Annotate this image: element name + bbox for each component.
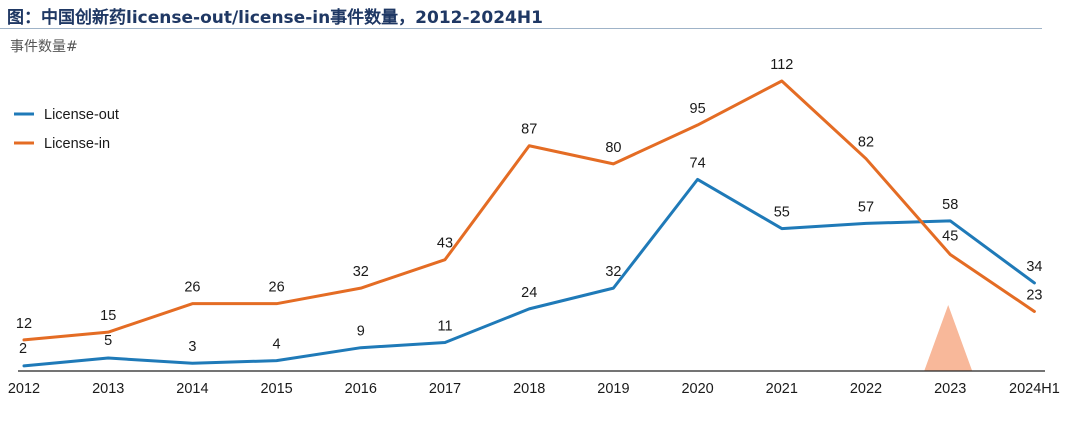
- x-tick-label: 2015: [260, 381, 292, 397]
- data-label-license-out: 58: [942, 197, 958, 213]
- x-tick-label: 2024H1: [1009, 381, 1060, 397]
- data-label-license-out: 4: [273, 337, 281, 353]
- data-label-license-in: 32: [353, 264, 369, 280]
- data-label-license-out: 9: [357, 324, 365, 340]
- x-tick-label: 2016: [345, 381, 377, 397]
- x-tick-label: 2014: [176, 381, 208, 397]
- x-tick-label: 2017: [429, 381, 461, 397]
- series-line-license-out: [22, 177, 1036, 368]
- data-label-license-in: 45: [942, 228, 958, 244]
- x-tick-label: 2023: [934, 381, 966, 397]
- legend: License-out License-in: [14, 107, 119, 152]
- data-label-license-out: 5: [104, 333, 112, 349]
- data-label-license-in: 80: [605, 140, 621, 156]
- data-label-license-in: 95: [690, 101, 706, 117]
- data-label-license-out: 3: [188, 339, 196, 355]
- series-layer: [22, 79, 1036, 368]
- data-label-license-in: 26: [184, 280, 200, 296]
- data-label-license-out: 34: [1026, 259, 1042, 275]
- legend-label-license-out: License-out: [44, 107, 119, 123]
- x-tick-label: 2018: [513, 381, 545, 397]
- unit-label: 事件数量#: [10, 39, 78, 55]
- data-label-license-in: 12: [16, 316, 32, 332]
- data-label-license-out: 74: [690, 155, 706, 171]
- x-tick-label: 2020: [681, 381, 713, 397]
- data-label-license-in: 15: [100, 308, 116, 324]
- title-divider: [0, 28, 1042, 29]
- x-axis: 2012 2013 2014 2015 2016 2017 2018 2019 2020 2021…: [8, 370, 1060, 397]
- data-label-license-out: 32: [605, 264, 621, 280]
- x-tick-label: 2013: [92, 381, 124, 397]
- data-label-license-in: 23: [1026, 287, 1042, 303]
- legend-label-license-in: License-in: [44, 136, 110, 152]
- x-tick-label: 2022: [850, 381, 882, 397]
- data-label-license-out: 2: [19, 341, 27, 357]
- data-label-license-out: 55: [774, 205, 790, 221]
- annotation-triangle-marker: [924, 305, 973, 371]
- series-line-license-in: [22, 79, 1036, 342]
- data-label-license-in: 26: [269, 280, 285, 296]
- data-label-license-in: 43: [437, 236, 453, 252]
- data-label-license-in: 112: [770, 57, 793, 73]
- x-tick-label: 2012: [8, 381, 40, 397]
- x-tick-label: 2021: [766, 381, 798, 397]
- data-label-license-out: 24: [521, 285, 537, 301]
- annotation-layer: [924, 305, 973, 371]
- x-tick-label: 2019: [597, 381, 629, 397]
- data-label-license-out: 11: [437, 319, 452, 335]
- data-label-license-in: 82: [858, 135, 874, 151]
- chart-title: 图：中国创新药license-out/license-in事件数量，2012-2…: [7, 8, 543, 28]
- data-label-license-in: 87: [521, 122, 537, 138]
- data-label-license-out: 57: [858, 199, 874, 215]
